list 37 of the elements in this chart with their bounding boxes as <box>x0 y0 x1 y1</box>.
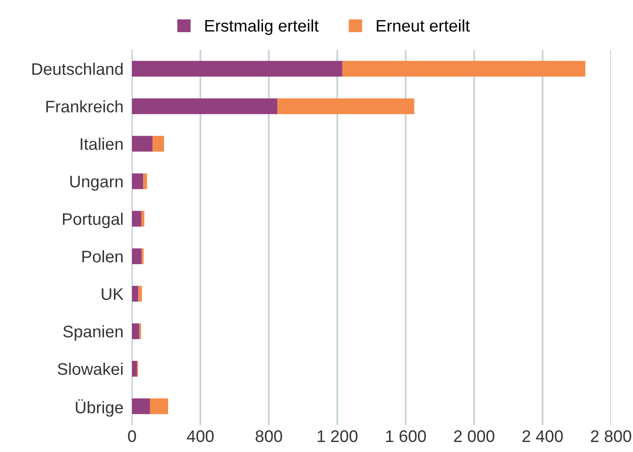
bar <box>141 210 144 227</box>
y-tick-label: UK <box>102 288 124 300</box>
y-tick-label: Übrige <box>76 399 123 417</box>
x-tick-label: 2 000 <box>454 430 494 442</box>
x-tick-label: 1 600 <box>386 430 426 442</box>
bar <box>143 173 148 190</box>
bar <box>132 173 144 190</box>
bar <box>150 398 168 414</box>
y-tick-label: Deutschland <box>32 62 123 75</box>
x-tick-label: 800 <box>256 430 282 442</box>
y-tick-label: Portugal <box>62 212 123 228</box>
x-tick-label: 1 200 <box>318 430 358 442</box>
bar <box>277 98 414 114</box>
y-tick-label: Frankreich <box>46 100 123 112</box>
bar <box>132 360 137 377</box>
y-tick-label: Italien <box>80 138 123 150</box>
bar <box>152 136 164 152</box>
y-tick-label: Polen <box>82 250 123 262</box>
bar <box>132 98 278 114</box>
bar <box>342 60 586 77</box>
bar <box>132 398 150 414</box>
bar <box>132 210 142 227</box>
y-tick-label: Ungarn <box>70 176 123 191</box>
bar <box>132 323 140 340</box>
bar <box>132 60 342 77</box>
y-tick-label: Spanien <box>63 325 123 341</box>
x-tick-label: 2 400 <box>522 430 563 442</box>
x-tick-label: 400 <box>186 430 214 442</box>
bar <box>132 286 138 302</box>
bar <box>132 136 153 152</box>
bar <box>132 248 142 264</box>
x-tick-label: 2 800 <box>590 430 632 442</box>
bar <box>138 286 142 302</box>
legend-label: Erstmalig erteilt <box>205 19 319 35</box>
legend-label: Erneut erteilt <box>376 19 470 32</box>
y-tick-label: Slowakei <box>58 362 123 375</box>
x-tick-label: 0 <box>128 430 136 442</box>
